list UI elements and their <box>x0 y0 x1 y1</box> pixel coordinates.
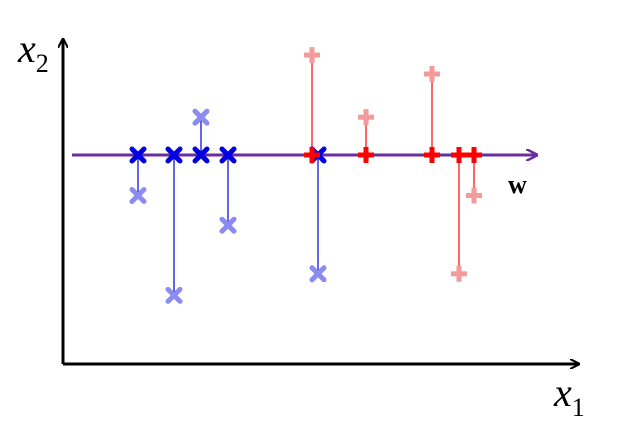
class-b-point <box>424 66 440 82</box>
class-a-projected-point <box>192 146 210 164</box>
class-b-projected-point <box>358 147 374 163</box>
class-a-point-stroke-b <box>129 187 147 204</box>
class-a-point-stroke-b <box>165 286 183 304</box>
class-b-projected-point <box>466 147 482 163</box>
class-a-projected-point <box>129 146 147 164</box>
class-a-projected-point-stroke-b <box>192 146 210 164</box>
x2-axis-label: x2 <box>17 26 49 78</box>
class-a-projected-point-stroke-b <box>219 146 237 164</box>
class-b-point <box>304 47 320 64</box>
class-b-projected-point <box>451 147 467 163</box>
class-b-projected-point <box>304 147 320 163</box>
projection-lines <box>137 55 475 296</box>
class-a-point <box>165 286 183 304</box>
class-b-point <box>466 187 482 204</box>
class-a-point-stroke-b <box>309 265 327 283</box>
class-a-projected-point <box>219 146 237 164</box>
class-a-point <box>309 265 327 283</box>
class-a-point <box>219 216 237 234</box>
class-b-point <box>451 265 467 282</box>
class-a-point-stroke-b <box>219 216 237 234</box>
class-a-point <box>192 108 210 126</box>
class-a-projected-point-stroke-b <box>129 146 147 164</box>
x1-axis-label: x1 <box>553 370 585 422</box>
class-a-point <box>129 187 147 204</box>
class-a-projected-point <box>165 146 183 164</box>
axes <box>63 40 578 364</box>
class-b-projected-point <box>424 147 440 163</box>
class-a-projected-point-stroke-b <box>165 146 183 164</box>
data-points <box>129 47 482 304</box>
w-vector-label: w <box>508 170 527 199</box>
class-a-point-stroke-b <box>192 108 210 126</box>
class-b-point <box>358 109 374 126</box>
